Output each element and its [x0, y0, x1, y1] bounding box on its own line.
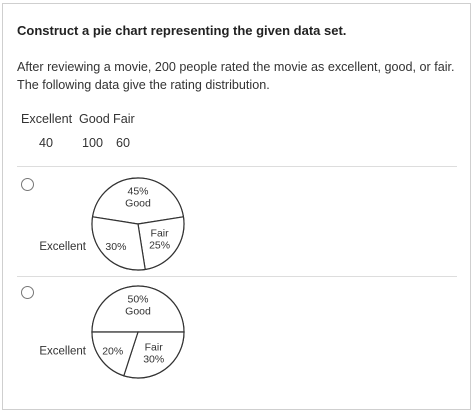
header-excellent: Excellent	[21, 112, 73, 126]
option-b-pie-svg: 50%Good 30%Fair 20% Excellent	[39, 285, 185, 379]
option-b-label-excellent-percent: 20%	[102, 345, 123, 357]
option-a-label-good-percent: 45%	[127, 185, 148, 197]
option-a-label-good-name: Good	[125, 197, 151, 209]
value-excellent: 40	[39, 136, 54, 150]
option-a-label-fair-name: Fair	[151, 228, 170, 240]
question-card: Construct a pie chart representing the g…	[2, 3, 471, 410]
intro-line-2: The following data give the rating distr…	[17, 78, 270, 92]
option-a-pie-chart: 45% Good 25% Fair 30% Excellent	[23, 176, 223, 276]
question-intro: After reviewing a movie, 200 people rate…	[17, 58, 457, 94]
value-good: 100	[82, 136, 104, 150]
rating-table-value-row: 40 100 60	[21, 131, 135, 155]
option-b-pie-chart: 50% Good 30% Fair 20% Excellent	[23, 284, 223, 384]
rating-table: Excellent Good Fair 40 100 60	[21, 107, 135, 155]
option-a-label-excellent-percent: 30%	[105, 241, 126, 253]
option-a-label-excellent-name: Excellent	[39, 241, 86, 253]
option-a-slice-good	[91, 177, 185, 225]
option-b-slice-fair	[123, 331, 185, 379]
header-good: Good	[79, 112, 110, 126]
option-b-label-excellent-name: Excellent	[39, 345, 86, 357]
option-a-label-fair-percent: 25%	[149, 240, 170, 252]
option-a-slice-fair	[137, 216, 185, 271]
option-b-label-fair-percent: 30%	[143, 354, 164, 366]
option-b-label-fair-name: Fair	[145, 342, 164, 354]
header-fair: Fair	[113, 112, 135, 126]
option-b-slice-good	[91, 285, 185, 333]
option-divider-top	[17, 166, 457, 167]
option-a-radio[interactable]	[21, 178, 34, 191]
option-a-slice-excellent	[91, 216, 146, 271]
option-divider-middle	[17, 276, 457, 277]
option-b-slice-excellent	[91, 331, 139, 377]
value-fair: 60	[116, 136, 131, 150]
option-b-radio[interactable]	[21, 286, 34, 299]
option-b-label-good-percent: 50%	[127, 293, 148, 305]
option-a-pie-svg: 45%Good 25%Fair 30% Excellent	[39, 177, 185, 271]
intro-line-1: After reviewing a movie, 200 people rate…	[17, 60, 455, 74]
rating-table-header-row: Excellent Good Fair	[21, 107, 135, 131]
option-b-label-good-name: Good	[125, 305, 151, 317]
question-title: Construct a pie chart representing the g…	[17, 23, 347, 38]
